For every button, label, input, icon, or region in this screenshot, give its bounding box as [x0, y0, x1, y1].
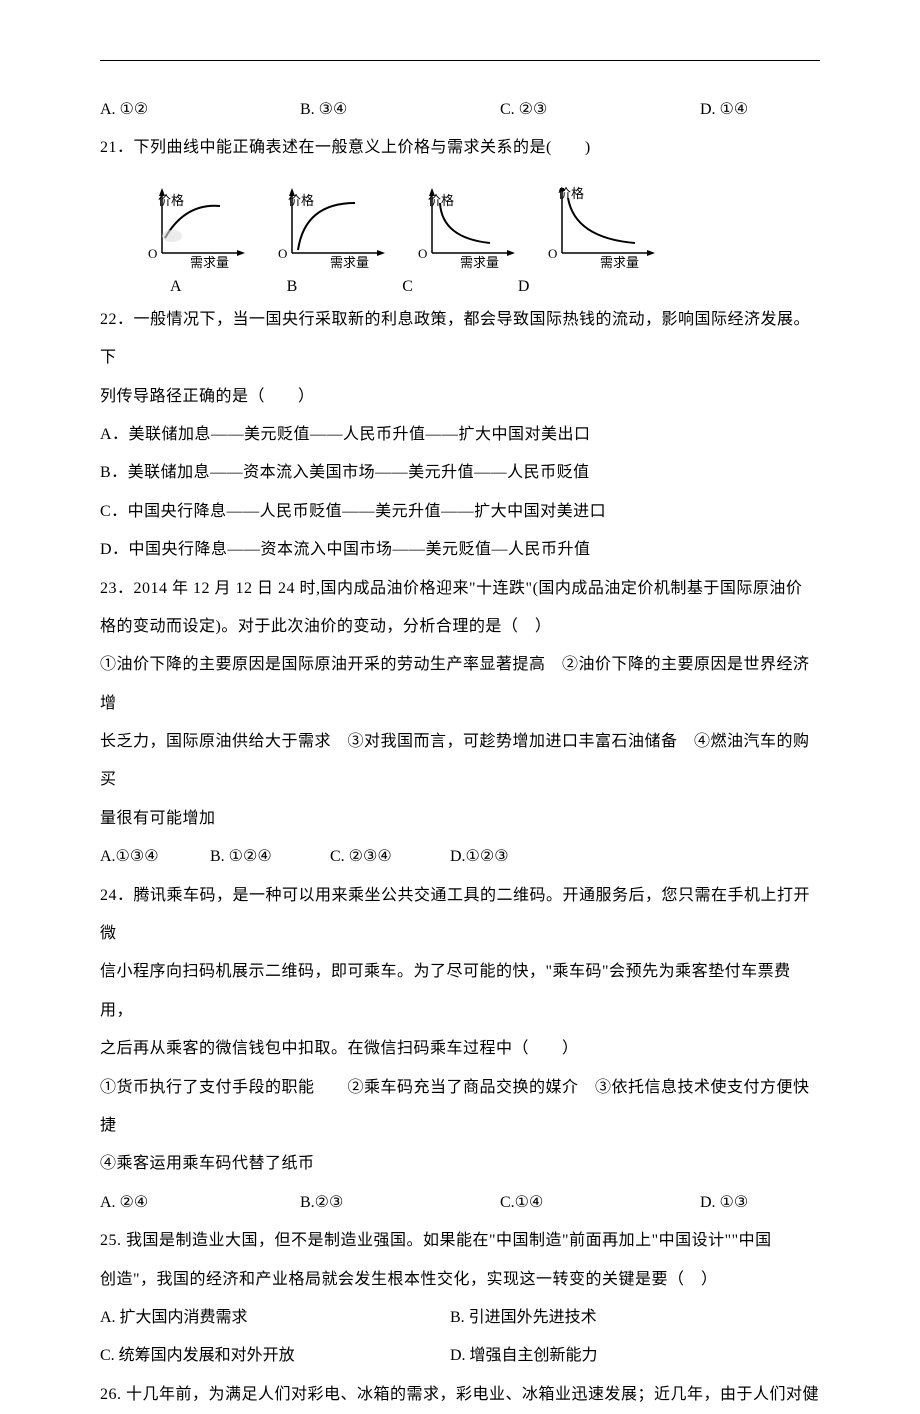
q24-line5: ④乘客运用乘车码代替了纸币 — [100, 1145, 820, 1183]
chart-a-ylabel: 价格 — [158, 190, 184, 209]
q22-opt-d: D．中国央行降息——资本流入中国市场——美元贬值—人民币升值 — [100, 531, 820, 569]
q24-opt-a: A. ②④ — [100, 1184, 300, 1222]
q24-opt-b: B.②③ — [300, 1184, 500, 1222]
q25-options-ab: A. 扩大国内消费需求 B. 引进国外先进技术 — [100, 1299, 820, 1337]
q22-opt-b: B．美联储加息——资本流入美国市场——美元升值——人民币贬值 — [100, 454, 820, 492]
q21-label-a: A — [170, 278, 182, 296]
q23-line5: 量很有可能增加 — [100, 800, 820, 838]
q23-opt-d: D.①②③ — [450, 838, 509, 876]
q24-line3: 之后再从乘客的微信钱包中扣取。在微信扫码乘车过程中（ ） — [100, 1030, 820, 1068]
chart-c-origin: O — [418, 246, 427, 262]
q20-opt-d: D. ①④ — [700, 91, 820, 129]
header-divider — [100, 60, 820, 61]
q25-line1: 25. 我国是制造业大国，但不是制造业强国。如果能在"中国制造"前面再加上"中国… — [100, 1222, 820, 1260]
q23-options: A.①③④ B. ①②④ C. ②③④ D.①②③ — [100, 838, 820, 876]
chart-b: 价格 O 需求量 — [280, 188, 390, 268]
q24-options: A. ②④ B.②③ C.①④ D. ①③ — [100, 1184, 820, 1222]
q21-label-d: D — [518, 278, 530, 296]
q21-charts: 价格 O 需求量 价格 O 需求量 价格 O 需求量 — [150, 188, 820, 268]
q24-opt-d: D. ①③ — [700, 1184, 820, 1222]
q20-opt-a: A. ①② — [100, 91, 300, 129]
q20-opt-b: B. ③④ — [300, 91, 500, 129]
chart-c: 价格 O 需求量 — [420, 188, 520, 268]
q24-line1: 24．腾讯乘车码，是一种可以用来乘坐公共交通工具的二维码。开通服务后，您只需在手… — [100, 877, 820, 954]
q21-label-c: C — [402, 278, 413, 296]
q24-line2: 信小程序向扫码机展示二维码，即可乘车。为了尽可能的快，"乘车码"会预先为乘客垫付… — [100, 953, 820, 1030]
chart-d-origin: O — [548, 246, 557, 262]
q25-opt-d: D. 增强自主创新能力 — [450, 1337, 598, 1375]
chart-a-origin: O — [148, 246, 157, 262]
q20-options: A. ①② B. ③④ C. ②③ D. ①④ — [100, 91, 820, 129]
chart-c-xlabel: 需求量 — [460, 252, 499, 271]
q20-opt-c: C. ②③ — [500, 91, 700, 129]
q25-opt-c: C. 统筹国内发展和对外开放 — [100, 1337, 450, 1375]
chart-a-xlabel: 需求量 — [190, 252, 229, 271]
q23-line1: 23．2014 年 12 月 12 日 24 时,国内成品油价格迎来"十连跌"(… — [100, 570, 820, 608]
chart-b-origin: O — [278, 246, 287, 262]
q22-opt-a: A．美联储加息——美元贬值——人民币升值——扩大中国对美出口 — [100, 416, 820, 454]
q21-label-b: B — [287, 278, 298, 296]
q26-line1: 26. 十几年前，为满足人们对彩电、冰箱的需求，彩电业、冰箱业迅速发展；近几年，… — [100, 1376, 820, 1414]
chart-b-ylabel: 价格 — [288, 190, 314, 209]
q23-line2: 格的变动而设定)。对于此次油价的变动，分析合理的是（ ） — [100, 608, 820, 646]
q24-opt-c: C.①④ — [500, 1184, 700, 1222]
chart-c-ylabel: 价格 — [428, 190, 454, 209]
q24-line4: ①货币执行了支付手段的职能 ②乘车码充当了商品交换的媒介 ③依托信息技术使支付方… — [100, 1069, 820, 1146]
q23-line4: 长乏力，国际原油供给大于需求 ③对我国而言，可趁势增加进口丰富石油储备 ④燃油汽… — [100, 723, 820, 800]
q22-opt-c: C．中国央行降息——人民币贬值——美元升值——扩大中国对美进口 — [100, 493, 820, 531]
chart-d-xlabel: 需求量 — [600, 252, 639, 271]
q22-line1: 22．一般情况下，当一国央行采取新的利息政策，都会导致国际热钱的流动，影响国际经… — [100, 301, 820, 378]
chart-d: 价格 O 需求量 — [550, 188, 660, 268]
q21-text: 21．下列曲线中能正确表述在一般意义上价格与需求关系的是( ) — [100, 129, 820, 167]
chart-d-ylabel: 价格 — [558, 183, 584, 202]
q25-opt-a: A. 扩大国内消费需求 — [100, 1299, 450, 1337]
chart-a: 价格 O 需求量 — [150, 188, 250, 268]
q23-line3: ①油价下降的主要原因是国际原油开采的劳动生产率显著提高 ②油价下降的主要原因是世… — [100, 646, 820, 723]
q25-line2: 创造"，我国的经济和产业格局就会发生根本性交化，实现这一转变的关键是要（ ） — [100, 1261, 820, 1299]
q23-opt-a: A.①③④ — [100, 838, 210, 876]
q23-opt-b: B. ①②④ — [210, 838, 330, 876]
chart-b-xlabel: 需求量 — [330, 252, 369, 271]
q21-chart-labels: A B C D — [170, 278, 820, 296]
q25-opt-b: B. 引进国外先进技术 — [450, 1299, 597, 1337]
q22-line2: 列传导路径正确的是（ ） — [100, 378, 820, 416]
q25-options-cd: C. 统筹国内发展和对外开放 D. 增强自主创新能力 — [100, 1337, 820, 1375]
q23-opt-c: C. ②③④ — [330, 838, 450, 876]
